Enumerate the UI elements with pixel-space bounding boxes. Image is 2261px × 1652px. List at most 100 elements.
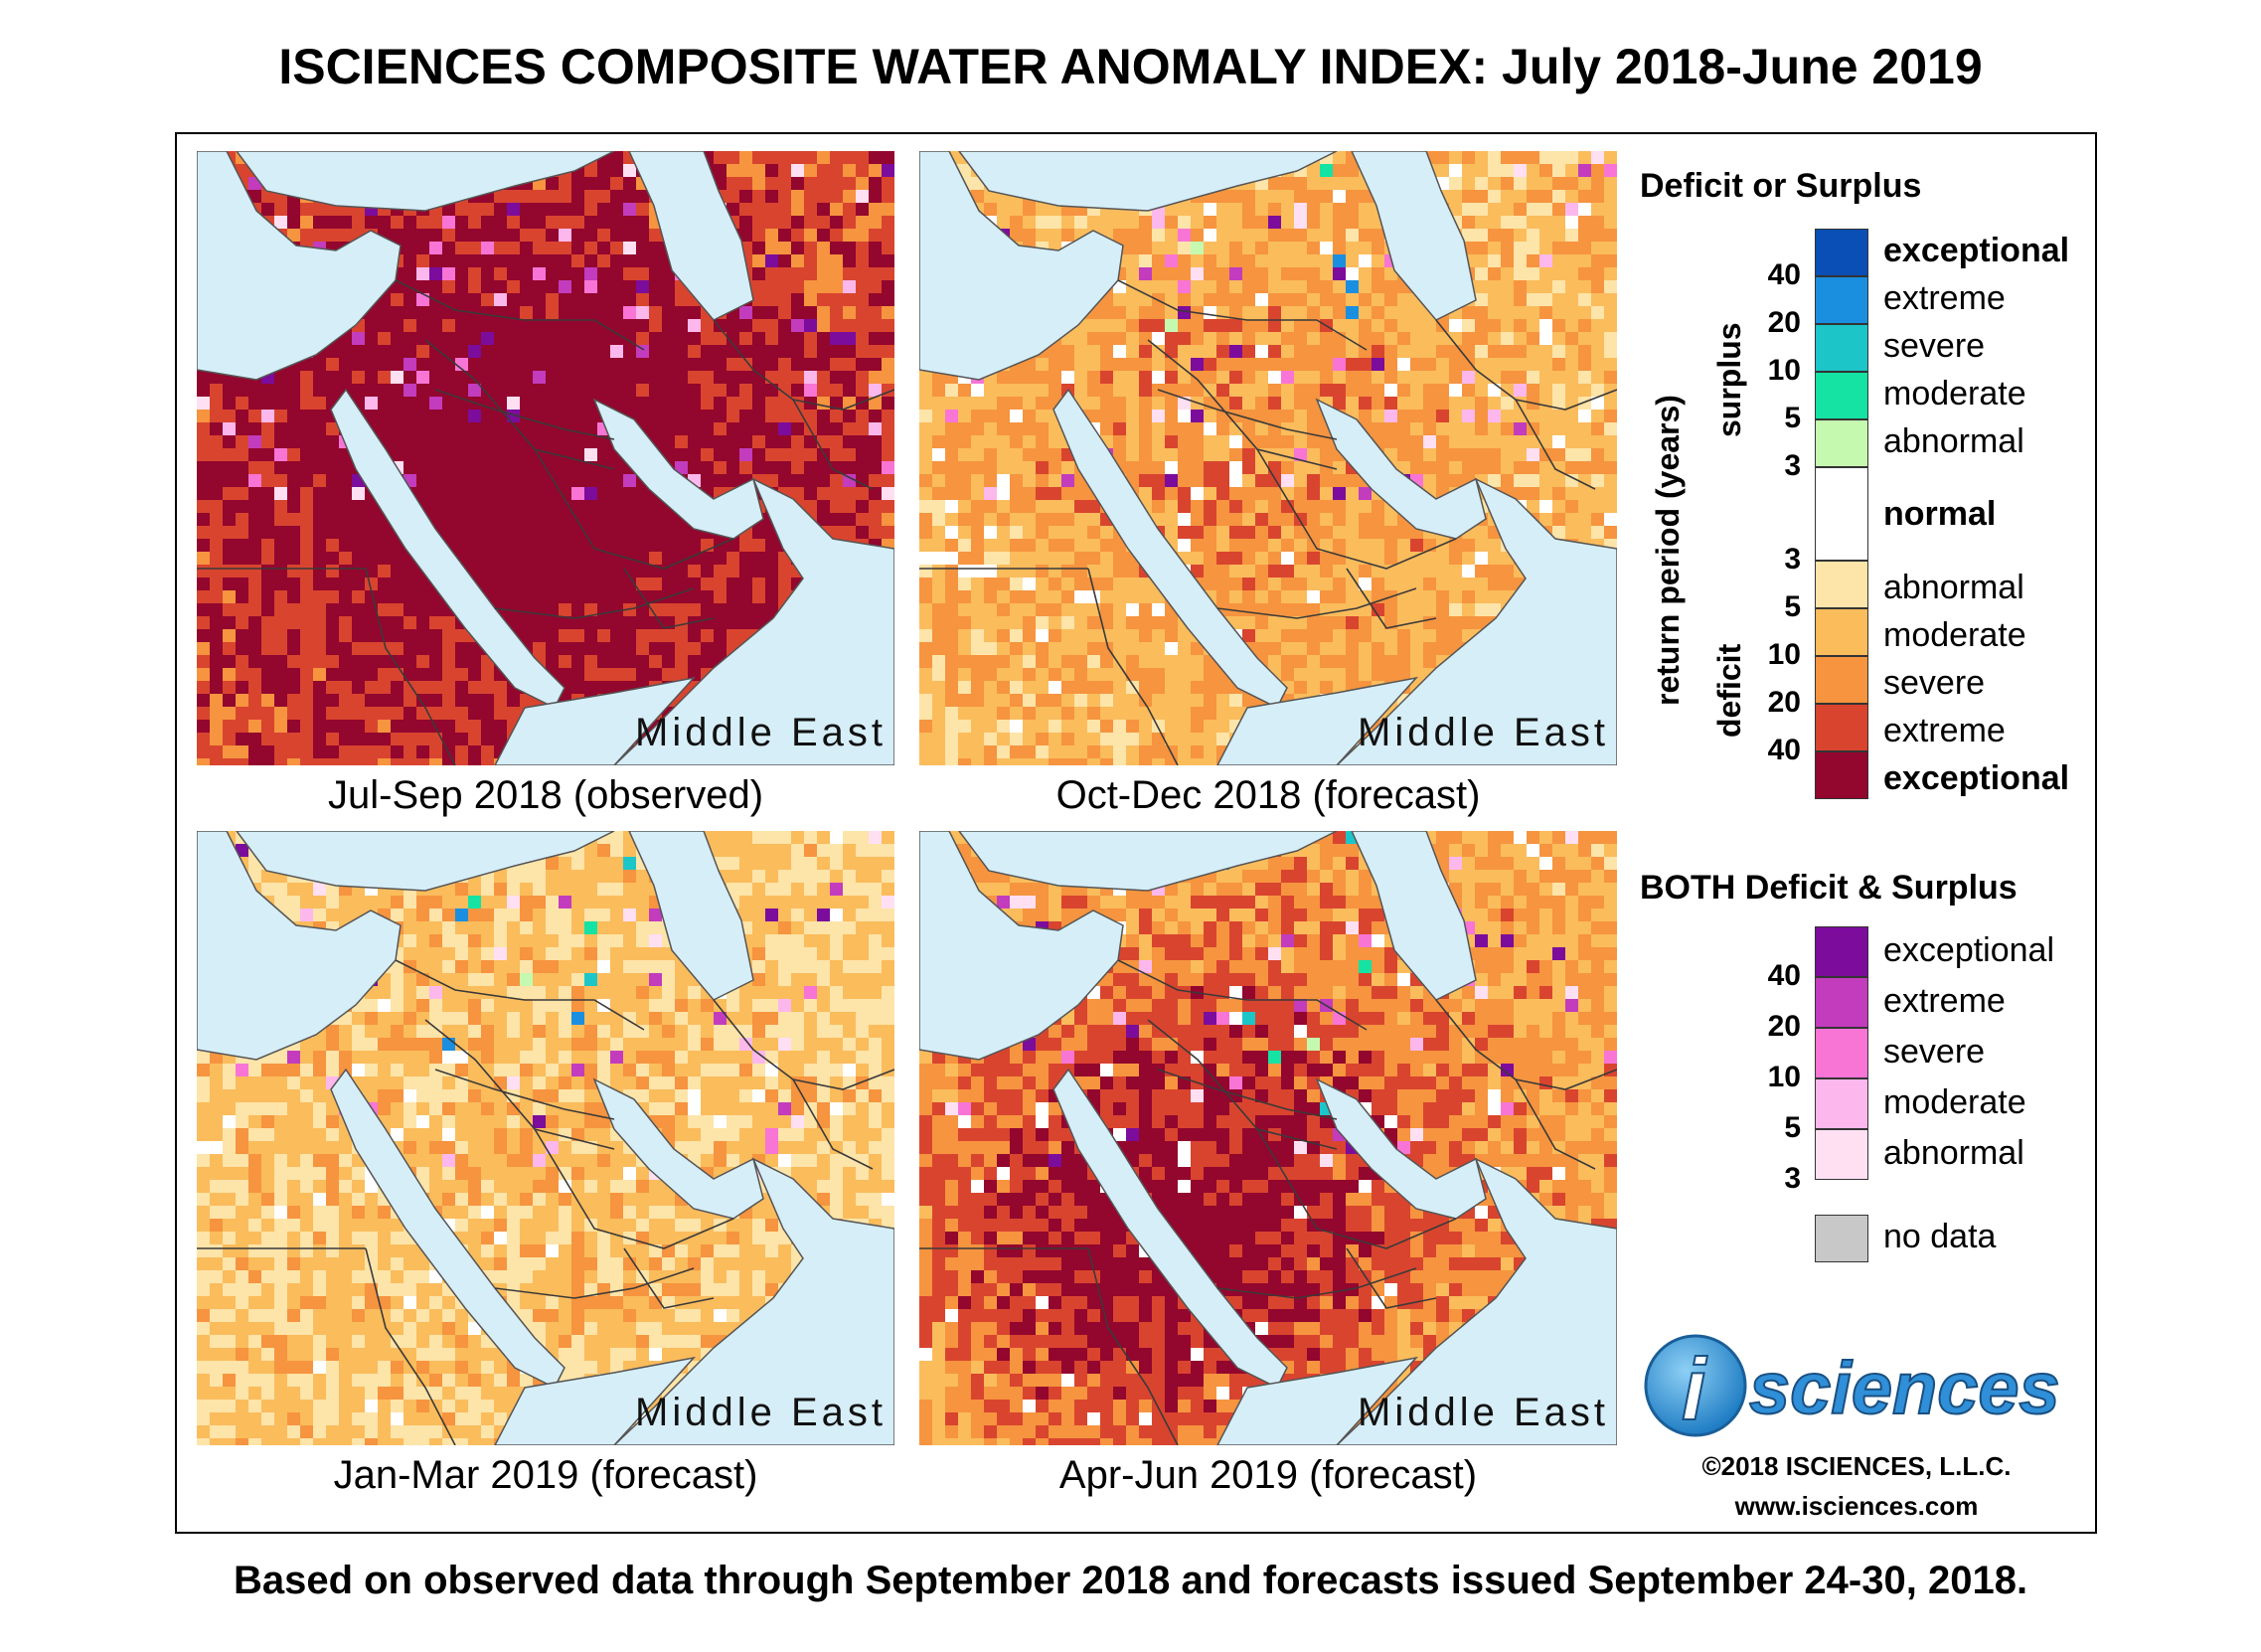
water-body: [612, 477, 894, 765]
map-caption-apr-jun-2019: Apr-Jun 2019 (forecast): [1058, 1453, 1478, 1497]
legend-tick-surplus: 40: [1767, 258, 1801, 291]
logo-i-letter: i: [1682, 1340, 1707, 1438]
water-body: [1335, 1157, 1617, 1445]
legend-tick-deficit: 40: [1767, 734, 1801, 766]
country-border: [534, 448, 734, 570]
country-border: [395, 959, 645, 1031]
legend-swatch-surplus-abnormal: [1815, 419, 1868, 467]
water-body: [592, 398, 764, 540]
legend-swatch-both-exceptional: [1815, 926, 1868, 977]
country-border: [494, 1267, 695, 1299]
water-body: [197, 151, 402, 381]
water-body: [1351, 831, 1477, 1001]
legend-label-deficit-exceptional: exceptional: [1883, 759, 2070, 797]
country-border: [1087, 568, 1179, 765]
legend-swatch-surplus-severe: [1815, 324, 1868, 372]
legend-swatch-surplus-moderate: [1815, 372, 1868, 419]
legend-label-surplus-moderate: moderate: [1883, 375, 2026, 413]
country-border: [1157, 389, 1338, 440]
water-body: [1351, 151, 1477, 321]
legend-label-nodata: no data: [1883, 1218, 1997, 1255]
map-caption-jul-sep-2018: Jul-Sep 2018 (observed): [327, 773, 764, 817]
legend-swatch-both-moderate: [1815, 1078, 1868, 1129]
map-region-label: Middle East: [1358, 711, 1609, 754]
legend-axis-label: return period (years): [1650, 395, 1686, 706]
legend-label-deficit-severe: severe: [1883, 664, 1986, 702]
legend-label-both-extreme: extreme: [1883, 982, 2006, 1020]
legend-label-surplus-exceptional: exceptional: [1883, 232, 2070, 269]
water-body: [494, 1356, 697, 1445]
country-border: [424, 1019, 615, 1150]
legend-tick-deficit: 10: [1767, 638, 1801, 671]
country-border: [1147, 339, 1338, 470]
legend-tick-both: 5: [1784, 1111, 1801, 1144]
copyright-text: ©2018 ISCIENCES, L.L.C.: [1701, 1451, 2012, 1481]
country-border: [1216, 1267, 1417, 1299]
country-border: [1256, 1128, 1457, 1249]
legend-swatch-both-abnormal: [1815, 1129, 1868, 1180]
legend-tick-surplus: 3: [1784, 449, 1801, 482]
country-border: [1346, 1247, 1437, 1309]
water-body: [919, 151, 1124, 381]
water-body: [592, 1077, 764, 1220]
legend-swatch-nodata: [1815, 1215, 1868, 1262]
water-body: [612, 1157, 894, 1445]
legend-tick-surplus: 10: [1767, 354, 1801, 387]
water-body: [236, 831, 615, 892]
country-border: [494, 587, 695, 619]
legend-tick-surplus: 5: [1784, 402, 1801, 434]
country-border: [1216, 587, 1417, 619]
country-border: [1256, 448, 1457, 570]
map-panel-jul-sep-2018: Middle East: [197, 151, 894, 765]
legend-tick-deficit: 5: [1784, 590, 1801, 623]
country-border: [1157, 1069, 1338, 1120]
legend-tick-both: 40: [1767, 959, 1801, 992]
figure-frame: [175, 132, 2097, 1534]
legend-swatch-normal: [1815, 467, 1868, 561]
legend-swatch-deficit-extreme: [1815, 704, 1868, 751]
water-body: [958, 151, 1338, 212]
legend-tick-both: 20: [1767, 1010, 1801, 1043]
country-border: [1117, 959, 1368, 1031]
country-border: [434, 389, 615, 440]
water-body: [1216, 1356, 1419, 1445]
legend-swatch-both-extreme: [1815, 977, 1868, 1028]
map-panel-jan-mar-2019: Middle East: [197, 831, 894, 1445]
country-border: [792, 1078, 874, 1170]
website-link[interactable]: www.isciences.com: [1734, 1491, 1979, 1521]
legend-swatch-surplus-extreme: [1815, 276, 1868, 324]
map-region-label: Middle East: [635, 1391, 887, 1434]
legend-label-normal: normal: [1883, 495, 1997, 533]
country-border: [623, 568, 715, 629]
legend-label-deficit-abnormal: abnormal: [1883, 569, 2024, 606]
legend-label-both-exceptional: exceptional: [1883, 931, 2055, 969]
map-raster: [197, 151, 894, 765]
country-border: [1346, 568, 1437, 629]
legend-label-both-moderate: moderate: [1883, 1083, 2026, 1121]
legend-label-deficit-extreme: extreme: [1883, 712, 2006, 749]
map-panel-apr-jun-2019: Middle East: [919, 831, 1617, 1445]
water-body: [1315, 1077, 1487, 1220]
water-body: [1216, 676, 1419, 765]
water-body: [1335, 477, 1617, 765]
legend-swatch-deficit-severe: [1815, 656, 1868, 704]
isciences-logo: i sciences: [1638, 1330, 2085, 1439]
water-body: [628, 151, 754, 321]
water-body: [236, 151, 615, 212]
map-caption-oct-dec-2018: Oct-Dec 2018 (forecast): [1055, 773, 1481, 817]
country-border: [1147, 1019, 1338, 1150]
map-region-label: Middle East: [635, 711, 887, 754]
country-border: [365, 568, 456, 765]
map-region-label: Middle East: [1358, 1391, 1609, 1434]
legend-swatch-both-severe: [1815, 1028, 1868, 1078]
map-raster: [919, 831, 1617, 1445]
legend-heading-both: BOTH Deficit & Surplus: [1640, 869, 2018, 907]
page-title: ISCIENCES COMPOSITE WATER ANOMALY INDEX:…: [278, 39, 1983, 94]
footer-note: Based on observed data through September…: [233, 1559, 2028, 1602]
legend-tick-both: 10: [1767, 1061, 1801, 1093]
legend-label-surplus-extreme: extreme: [1883, 279, 2006, 317]
country-border: [792, 399, 874, 490]
country-border: [395, 279, 645, 351]
water-body: [494, 676, 697, 765]
legend-label-both-abnormal: abnormal: [1883, 1134, 2024, 1172]
